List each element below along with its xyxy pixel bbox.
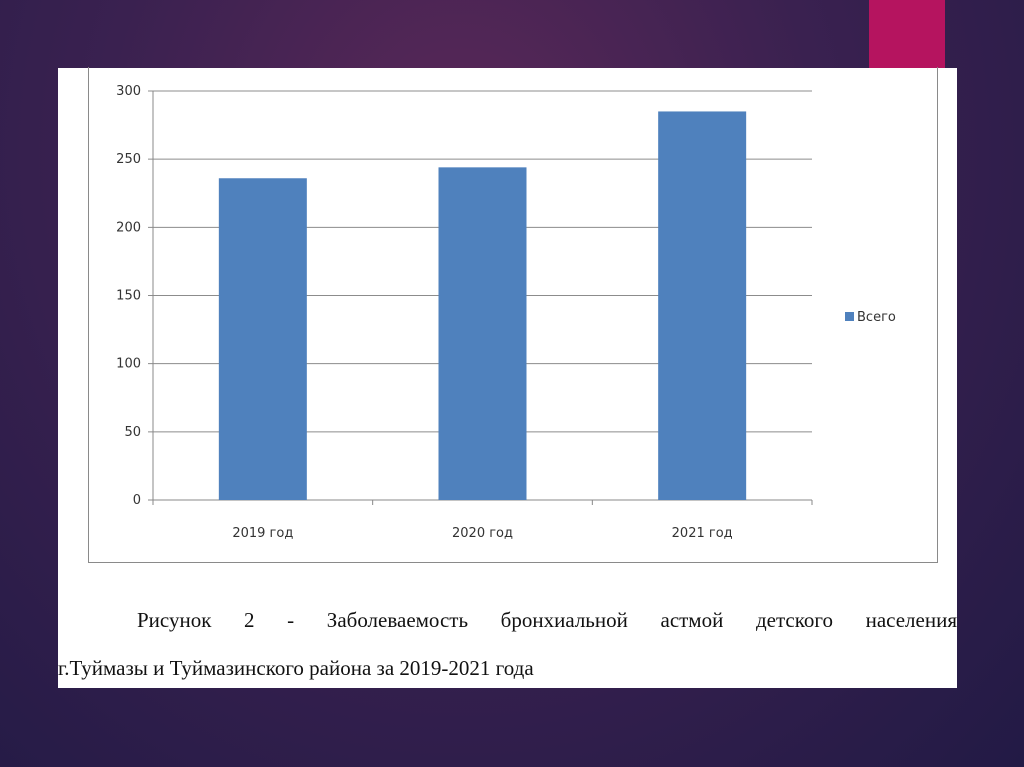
- x-category-label: 2021 год: [672, 526, 733, 541]
- legend-label: Всего: [857, 310, 896, 325]
- y-tick-label: 0: [133, 493, 141, 508]
- y-tick-label: 150: [116, 289, 141, 304]
- y-tick-label: 100: [116, 357, 141, 372]
- x-category-label: 2019 год: [232, 526, 293, 541]
- caption-line-1: Рисунок 2 - Заболеваемость бронхиальной …: [137, 608, 957, 632]
- figure-caption: Рисунок 2 - Заболеваемость бронхиальной …: [58, 596, 957, 692]
- bar: [658, 111, 747, 500]
- y-tick-label: 250: [116, 152, 141, 167]
- y-tick-label: 300: [116, 84, 141, 99]
- bar: [438, 167, 527, 500]
- legend-swatch: [845, 312, 854, 321]
- bar: [218, 178, 307, 500]
- accent-block: [869, 0, 945, 68]
- slide-content: 0 50 100 150 200 250 300 2019 год 2020 год 2021 г…: [58, 67, 957, 688]
- y-tick-label: 50: [124, 425, 141, 440]
- y-tick-label: 200: [116, 220, 141, 235]
- bar-chart: 0 50 100 150 200 250 300 2019 год 2020 год 2021 г…: [116, 84, 896, 541]
- chart-frame: [88, 67, 938, 563]
- x-category-label: 2020 год: [452, 526, 513, 541]
- caption-line-2: г.Туймазы и Туймазинского района за 2019…: [58, 656, 534, 680]
